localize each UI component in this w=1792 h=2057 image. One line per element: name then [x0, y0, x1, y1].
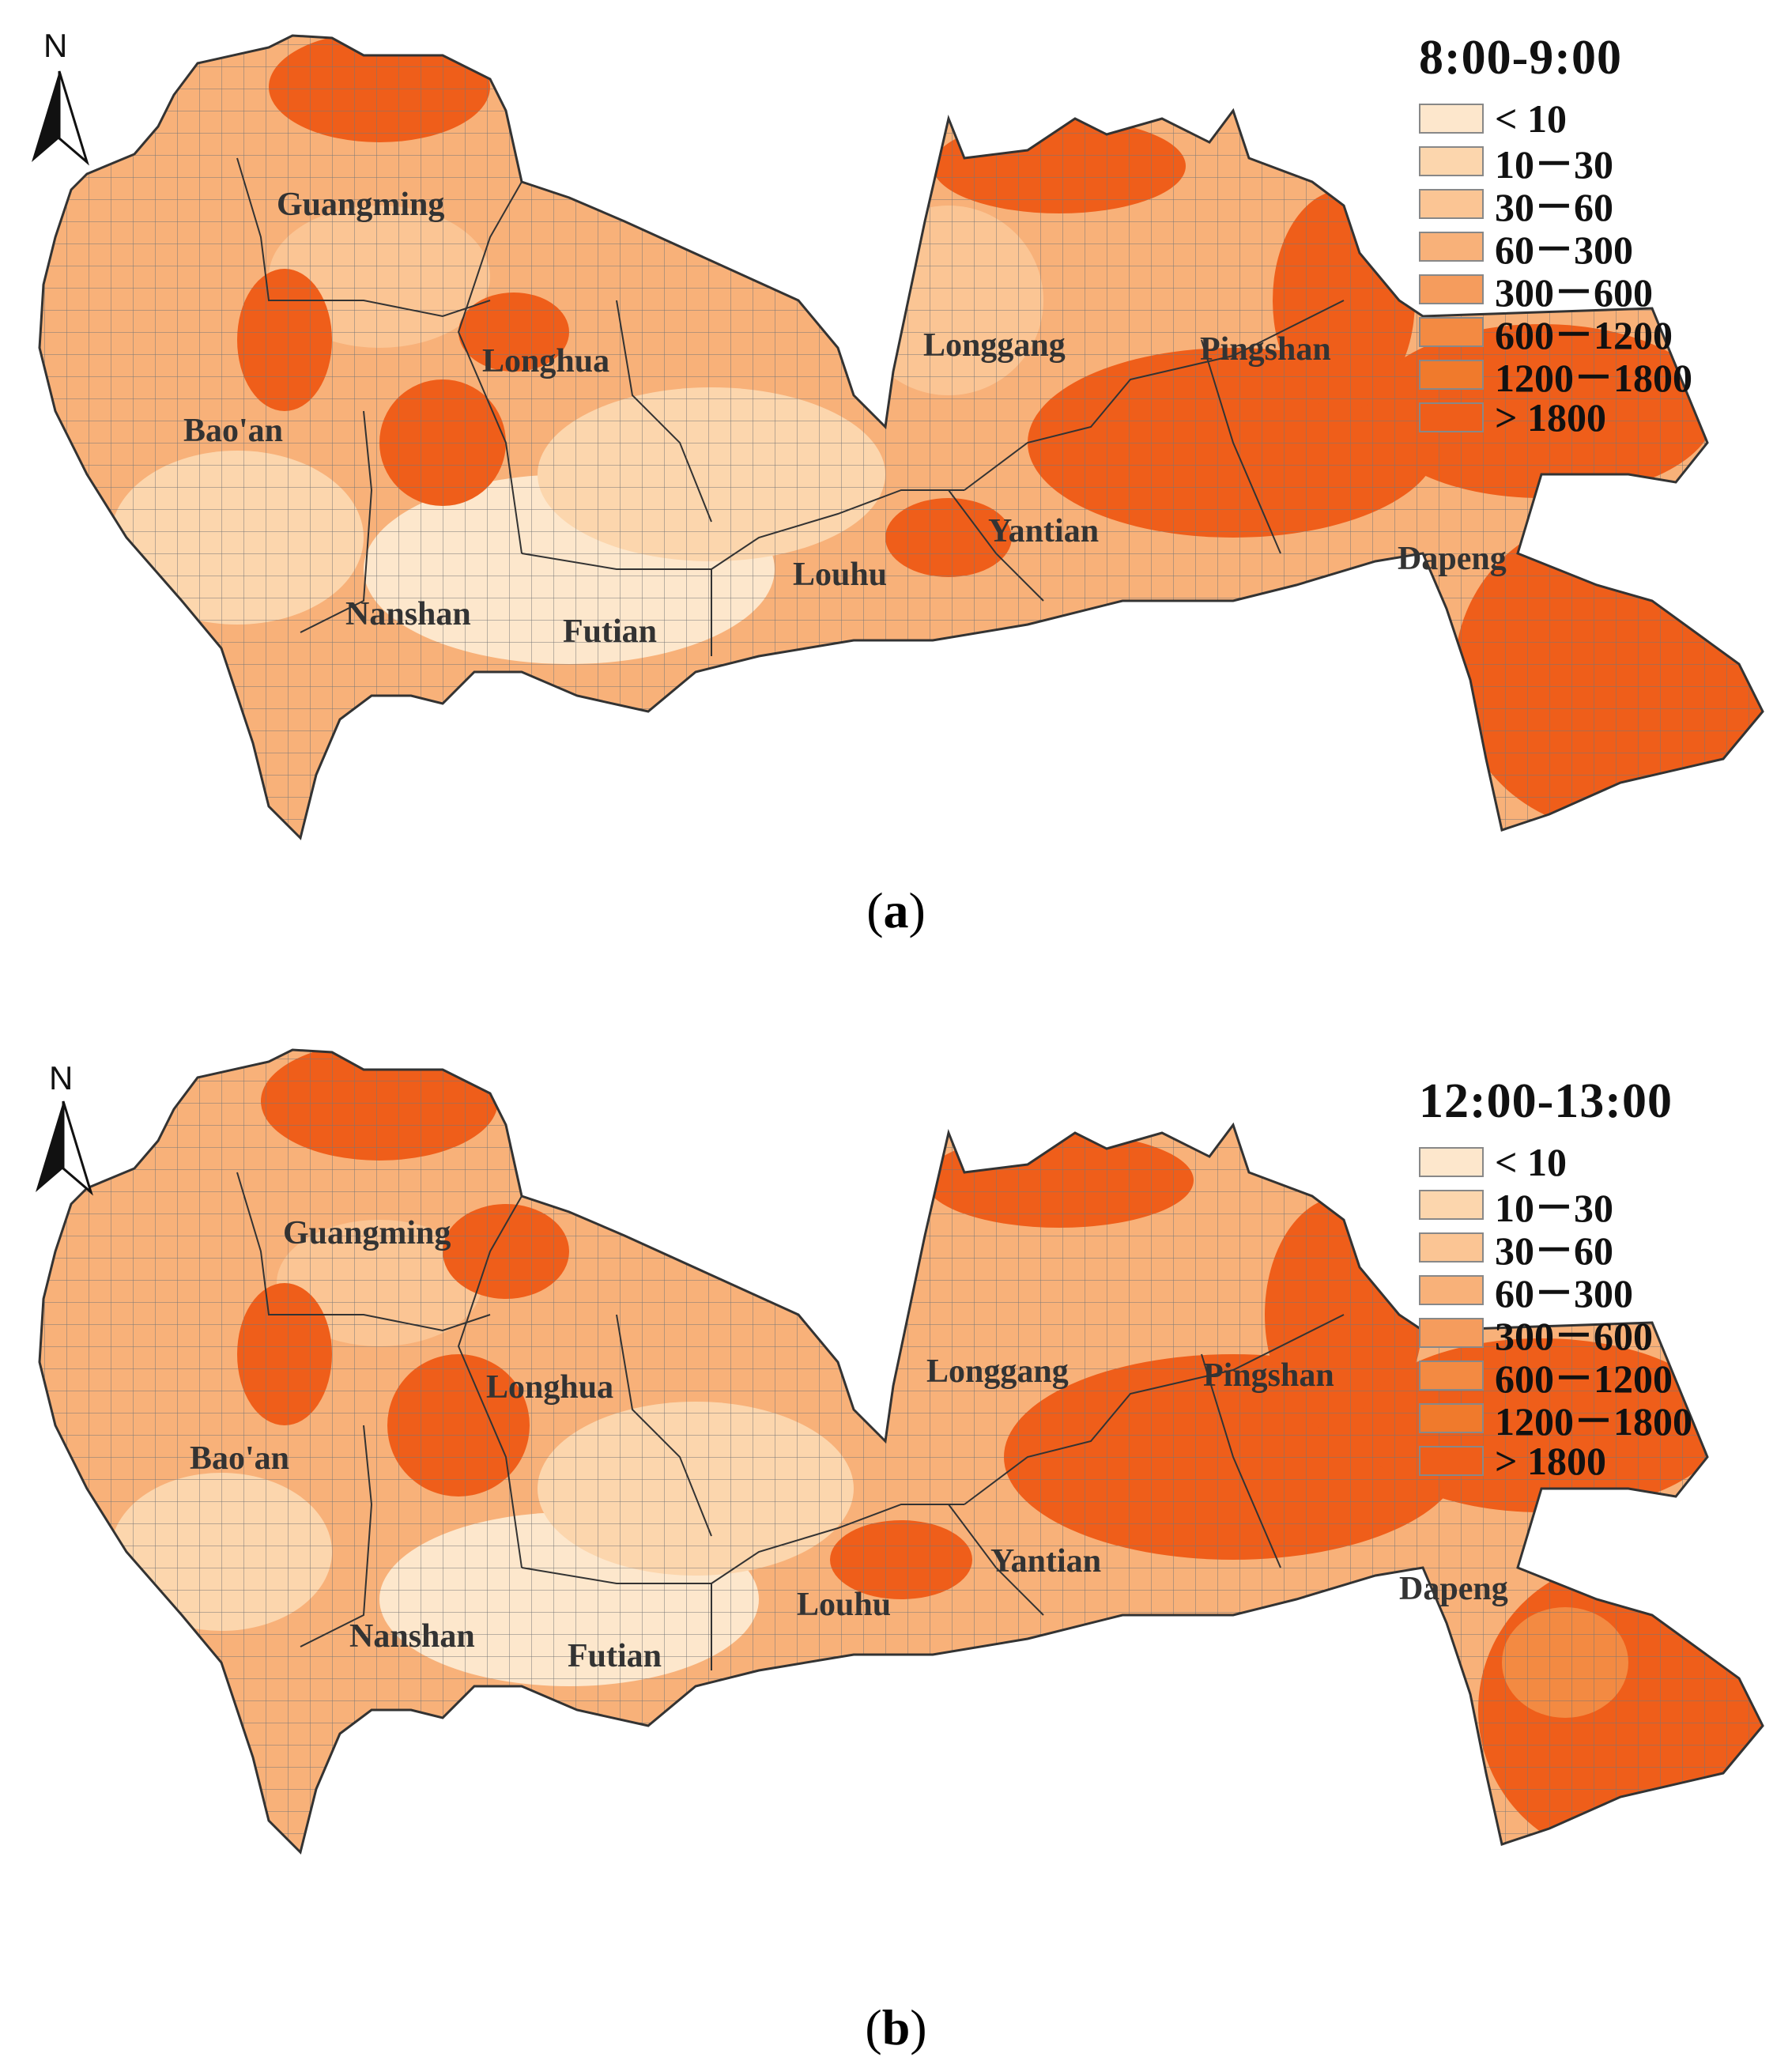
- legend-label: 30－60: [1495, 1229, 1613, 1273]
- legend-swatch: [1419, 1147, 1484, 1177]
- legend-item: < 10: [1419, 1140, 1692, 1184]
- legend-item: 10－30: [1419, 140, 1692, 187]
- legend-swatch: [1419, 189, 1484, 219]
- label-pingshan-a: Pingshan: [1200, 331, 1331, 368]
- map-panel-b: Guangming Longhua Bao'an Nanshan Futian …: [0, 1014, 1792, 2055]
- legend-label: > 1800: [1495, 1439, 1606, 1483]
- legend-label: 30－60: [1495, 185, 1613, 229]
- legend-swatch: [1419, 402, 1484, 432]
- legend-item: 10－30: [1419, 1183, 1692, 1230]
- legend-label: 1200－1800: [1495, 356, 1692, 400]
- legend-label: 60－300: [1495, 228, 1633, 272]
- legend-item: > 1800: [1419, 1439, 1692, 1483]
- label-louhu-a: Louhu: [793, 557, 887, 593]
- map-panel-a: Guangming Longhua Bao'an Nanshan Futian …: [0, 0, 1792, 1014]
- legend-label: 600－1200: [1495, 1357, 1673, 1401]
- label-nanshan-b: Nanshan: [349, 1618, 475, 1655]
- legend-b: 12:00-13:00 < 10 10－30 30－60 60－300 300－600 6…: [1419, 1074, 1692, 1483]
- legend-label: 1200－1800: [1495, 1399, 1692, 1444]
- legend-swatch: [1419, 360, 1484, 390]
- label-futian-a: Futian: [563, 613, 657, 650]
- legend-swatch: [1419, 146, 1484, 176]
- legend-label: 60－300: [1495, 1271, 1633, 1315]
- legend-swatch: [1419, 1403, 1484, 1433]
- legend-label: 10－30: [1495, 1186, 1613, 1230]
- legend-item: 60－300: [1419, 225, 1692, 272]
- legend-swatch: [1419, 274, 1484, 304]
- north-arrow-a: N: [32, 27, 89, 166]
- legend-swatch: [1419, 317, 1484, 347]
- legend-item: > 1800: [1419, 395, 1692, 440]
- label-louhu-b: Louhu: [797, 1587, 891, 1623]
- legend-item: 600－1200: [1419, 1354, 1692, 1401]
- north-arrow-label-b: N: [49, 1059, 73, 1096]
- legend-a: 8:00-9:00 < 10 10－30 30－60 60－300 300－600 600…: [1419, 30, 1692, 440]
- label-yantian-a: Yantian: [988, 513, 1099, 549]
- legend-swatch: [1419, 1275, 1484, 1305]
- district-labels-b: Guangming Longhua Bao'an Nanshan Futian …: [190, 1215, 1508, 1674]
- legend-item: 1200－1800: [1419, 1397, 1692, 1444]
- north-arrow-label-a: N: [43, 27, 67, 64]
- label-yantian-b: Yantian: [990, 1543, 1101, 1580]
- district-boundaries-b: [38, 1048, 1764, 1855]
- label-dapeng-a: Dapeng: [1398, 541, 1507, 577]
- legend-swatch: [1419, 1232, 1484, 1263]
- label-longgang-a: Longgang: [923, 327, 1066, 364]
- legend-item: 60－300: [1419, 1269, 1692, 1315]
- legend-item: 30－60: [1419, 1226, 1692, 1273]
- label-baoan-b: Bao'an: [190, 1440, 289, 1477]
- choropleth-map-b: Guangming Longhua Bao'an Nanshan Futian …: [36, 1048, 1764, 1855]
- legend-label: 10－30: [1495, 142, 1613, 187]
- district-boundaries-a: [38, 34, 1764, 840]
- label-futian-b: Futian: [568, 1638, 662, 1674]
- legend-item: 30－60: [1419, 183, 1692, 229]
- legend-swatch: [1419, 104, 1484, 134]
- legend-item: 1200－1800: [1419, 353, 1692, 400]
- legend-label: 300－600: [1495, 270, 1653, 315]
- legend-swatch: [1419, 1361, 1484, 1391]
- north-arrow-b: N: [36, 1059, 93, 1196]
- legend-swatch: [1419, 1190, 1484, 1220]
- label-guangming-b: Guangming: [283, 1215, 451, 1251]
- legend-label: 600－1200: [1495, 313, 1673, 357]
- label-longgang-b: Longgang: [926, 1353, 1069, 1390]
- legend-label: < 10: [1495, 1140, 1567, 1184]
- legend-item: < 10: [1419, 96, 1692, 141]
- legend-swatch: [1419, 232, 1484, 262]
- legend-label: > 1800: [1495, 395, 1606, 440]
- caption-b: (b): [865, 1999, 927, 2055]
- legend-title-a: 8:00-9:00: [1419, 31, 1622, 85]
- legend-item: 300－600: [1419, 1312, 1692, 1358]
- legend-item: 300－600: [1419, 268, 1692, 315]
- legend-items-b: < 10 10－30 30－60 60－300 300－600 600－1200 1200－…: [1419, 1140, 1692, 1483]
- label-guangming-a: Guangming: [277, 187, 444, 223]
- label-longhua-a: Longhua: [482, 343, 609, 379]
- legend-swatch: [1419, 1446, 1484, 1476]
- label-pingshan-b: Pingshan: [1203, 1357, 1334, 1394]
- label-baoan-a: Bao'an: [183, 413, 283, 449]
- legend-label: < 10: [1495, 96, 1567, 141]
- legend-swatch: [1419, 1318, 1484, 1348]
- caption-a: (a): [866, 882, 926, 938]
- legend-label: 300－600: [1495, 1314, 1653, 1358]
- label-dapeng-b: Dapeng: [1399, 1571, 1508, 1607]
- legend-items-a: < 10 10－30 30－60 60－300 300－600 600－1200 1200－…: [1419, 96, 1692, 440]
- legend-item: 600－1200: [1419, 311, 1692, 357]
- label-nanshan-a: Nanshan: [345, 596, 471, 632]
- district-labels-a: Guangming Longhua Bao'an Nanshan Futian …: [183, 187, 1507, 650]
- legend-title-b: 12:00-13:00: [1419, 1074, 1673, 1128]
- label-longhua-b: Longhua: [486, 1369, 613, 1406]
